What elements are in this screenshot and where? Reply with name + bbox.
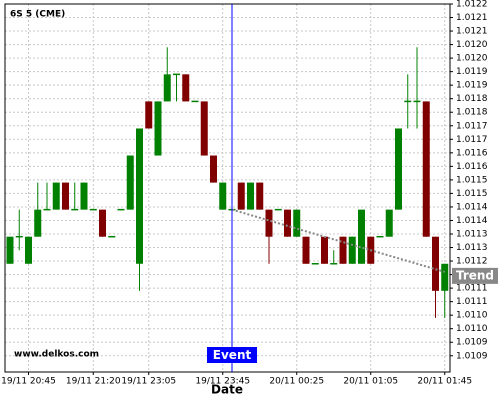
y-tick-label: 1.0118: [456, 94, 488, 104]
candle-body: [117, 208, 125, 211]
y-tick-label: 1.0111: [456, 297, 488, 307]
y-tick-label: 1.0116: [456, 148, 488, 158]
trend-label-box: [452, 267, 498, 284]
event-label: Event: [213, 348, 252, 362]
y-tick-label: 1.0115: [456, 175, 488, 185]
y-tick-label: 1.0110: [456, 311, 488, 321]
x-tick-label: 19/11 20:45: [1, 377, 56, 387]
candle-body: [210, 155, 217, 183]
x-tick-label: 19/11 23:45: [195, 377, 250, 387]
plot: [6, 47, 449, 318]
candle-body: [404, 100, 412, 103]
y-tick-label: 1.0109: [456, 351, 488, 361]
candle-body: [385, 209, 393, 237]
y-tick-label: 1.0116: [456, 162, 488, 172]
candle-body: [99, 209, 106, 237]
candle-body: [330, 263, 338, 265]
candle-body: [136, 128, 143, 264]
trend-label: Trend: [456, 268, 494, 282]
y-tick-label: 1.0113: [456, 243, 488, 253]
y-tick-label: 1.0113: [456, 230, 488, 240]
candle-body: [376, 235, 384, 238]
candle-body: [154, 101, 162, 156]
y-tick-label: 1.0112: [456, 257, 488, 267]
candle-body: [219, 182, 227, 210]
y-tick-label: 1.0120: [456, 54, 488, 64]
x-tick-label: 20/11 01:05: [343, 377, 398, 387]
y-tick-label: 1.0121: [456, 13, 488, 23]
candle-body: [256, 182, 264, 210]
candle-body: [284, 209, 291, 237]
candle-body: [52, 182, 60, 210]
x-tick-label: 20/11 00:25: [269, 377, 324, 387]
chart-title: 6S 5 (CME): [10, 10, 65, 20]
candle-body: [247, 182, 254, 210]
event-label-box: [207, 347, 257, 363]
watermark: www.delkos.com: [14, 350, 99, 360]
candle-body: [62, 182, 69, 210]
candle-body: [293, 209, 301, 237]
candle-body: [71, 208, 79, 211]
candle-body: [191, 100, 199, 103]
trend-line: [231, 208, 446, 273]
y-tick-label: 1.0119: [456, 81, 488, 91]
candle-body: [182, 74, 190, 102]
candle-body: [358, 209, 365, 264]
y-tick-label: 1.0110: [456, 324, 488, 334]
candle-body: [432, 236, 439, 291]
y-tick-label: 1.0121: [456, 27, 488, 37]
candle-body: [321, 236, 328, 264]
y-tick-label: 1.0122: [456, 0, 488, 10]
candle-body: [163, 74, 171, 102]
candle-body: [422, 101, 430, 237]
candle-body: [302, 236, 310, 264]
x-tick-label: 19/11 21:20: [66, 377, 121, 387]
candle-body: [43, 208, 51, 211]
y-tick-label: 1.0120: [456, 40, 488, 50]
candle-body: [15, 235, 23, 238]
candle-body: [126, 155, 134, 210]
y-tick-label: 1.0117: [456, 135, 488, 145]
y-tick-label: 1.0118: [456, 108, 488, 118]
candle-body: [200, 101, 208, 156]
candle-body: [274, 208, 282, 211]
candle-body: [265, 209, 273, 237]
candle-body: [173, 73, 180, 76]
candle-body: [6, 236, 14, 264]
y-tick-label: 1.0117: [456, 121, 488, 131]
y-tick-label: 1.0114: [456, 216, 488, 226]
candle-body: [25, 236, 32, 264]
candle-body: [441, 263, 449, 291]
candle-body: [237, 182, 245, 210]
candle-body: [395, 128, 402, 210]
candle-body: [339, 236, 347, 264]
y-tick-label: 1.0119: [456, 67, 488, 77]
candle-body: [80, 182, 88, 210]
y-tick-label: 1.0114: [456, 202, 488, 212]
plot-border: [4, 3, 451, 373]
candle-body: [108, 235, 116, 238]
y-tick-label: 1.0109: [456, 338, 488, 348]
candle-body: [89, 208, 97, 211]
y-tick-label: 1.0115: [456, 189, 488, 199]
x-axis-title: Date: [211, 383, 243, 397]
candle-body: [145, 101, 153, 129]
candle-body: [311, 263, 319, 265]
y-tick-label: 1.0111: [456, 284, 488, 294]
x-tick-label: 19/11 23:05: [121, 377, 176, 387]
x-tick-label: 20/11 01:45: [417, 377, 472, 387]
candle-body: [348, 236, 356, 264]
candle-body: [413, 100, 421, 103]
candle-body: [34, 209, 42, 237]
